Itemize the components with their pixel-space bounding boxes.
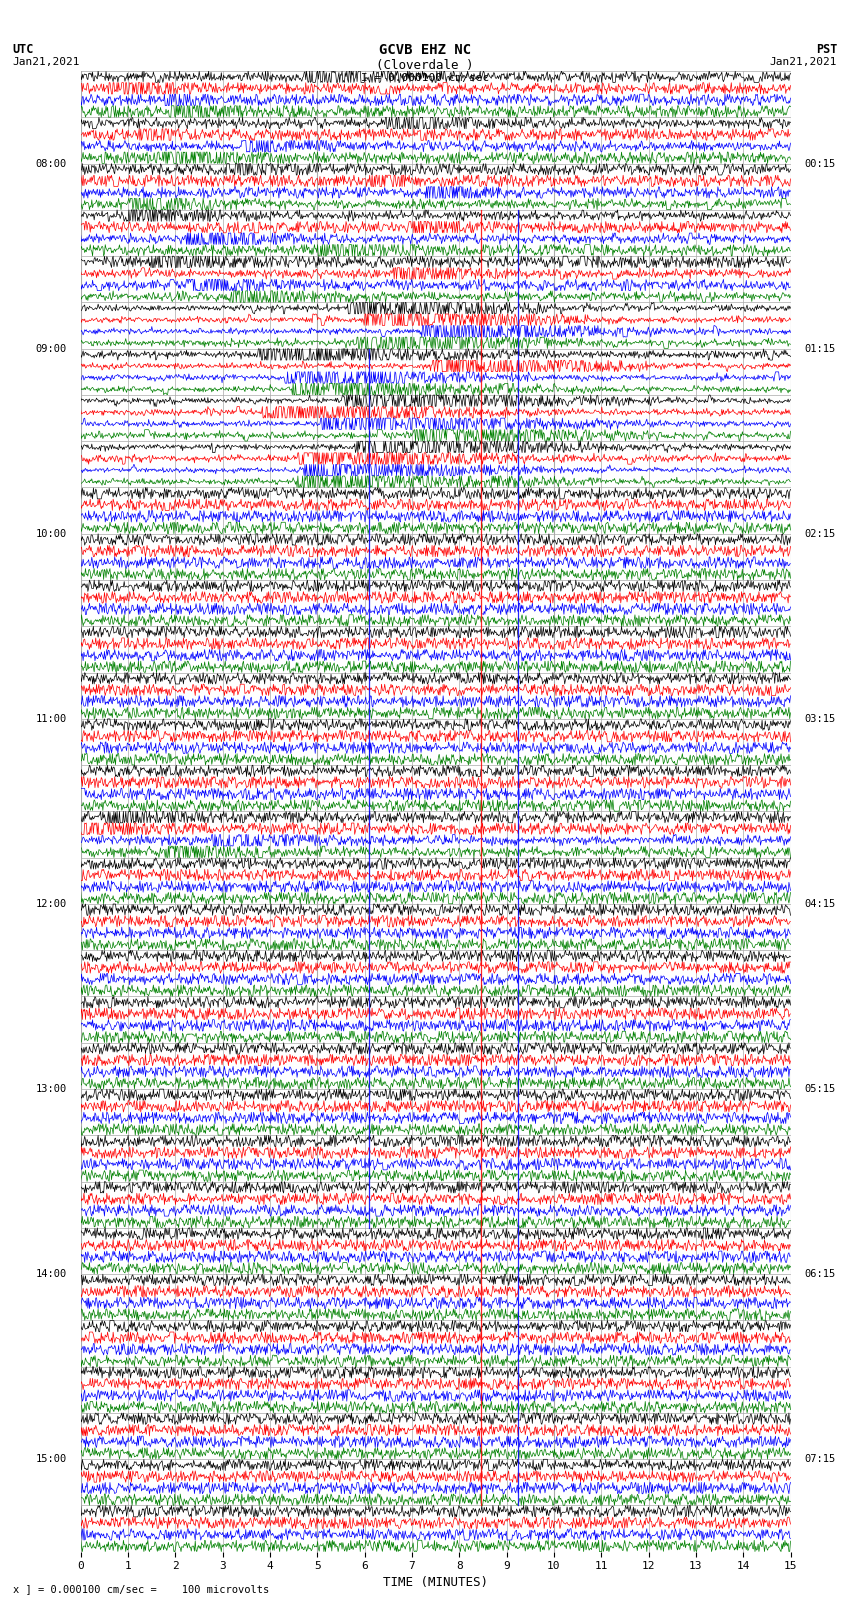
Text: 06:15: 06:15 <box>805 1269 836 1279</box>
Text: 04:15: 04:15 <box>805 898 836 908</box>
Text: 10:00: 10:00 <box>36 529 66 539</box>
Text: Jan21,2021: Jan21,2021 <box>770 58 837 68</box>
Text: I = 0.000100 cm/sec: I = 0.000100 cm/sec <box>361 73 489 84</box>
Text: 11:00: 11:00 <box>36 715 66 724</box>
Text: GCVB EHZ NC: GCVB EHZ NC <box>379 44 471 56</box>
X-axis label: TIME (MINUTES): TIME (MINUTES) <box>383 1576 488 1589</box>
Text: UTC: UTC <box>13 44 34 56</box>
Text: 14:00: 14:00 <box>36 1269 66 1279</box>
Text: (Cloverdale ): (Cloverdale ) <box>377 58 473 73</box>
Text: 01:15: 01:15 <box>805 344 836 353</box>
Text: 12:00: 12:00 <box>36 898 66 908</box>
Text: Jan21,2021: Jan21,2021 <box>13 58 80 68</box>
Text: 15:00: 15:00 <box>36 1455 66 1465</box>
Text: 13:00: 13:00 <box>36 1084 66 1094</box>
Text: 05:15: 05:15 <box>805 1084 836 1094</box>
Text: 02:15: 02:15 <box>805 529 836 539</box>
Text: 00:15: 00:15 <box>805 158 836 168</box>
Text: PST: PST <box>816 44 837 56</box>
Text: 03:15: 03:15 <box>805 715 836 724</box>
Text: 09:00: 09:00 <box>36 344 66 353</box>
Text: 07:15: 07:15 <box>805 1455 836 1465</box>
Text: 08:00: 08:00 <box>36 158 66 168</box>
Text: x ] = 0.000100 cm/sec =    100 microvolts: x ] = 0.000100 cm/sec = 100 microvolts <box>13 1584 269 1594</box>
